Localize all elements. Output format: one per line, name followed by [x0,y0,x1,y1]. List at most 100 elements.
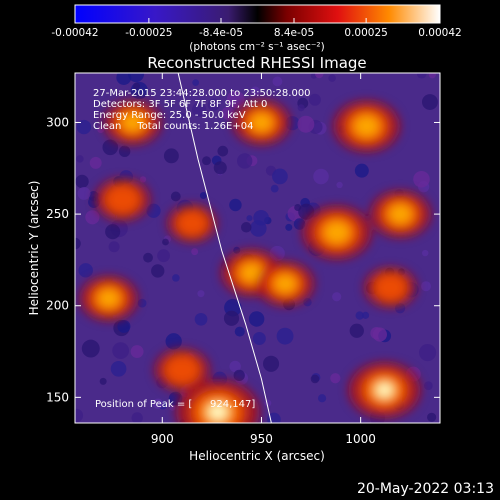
texture-speckle [191,248,199,256]
colorbar-tick-label: 0.00042 [418,27,461,39]
y-tick-label: 150 [46,390,69,404]
texture-speckle [162,238,169,246]
x-tick-label: 950 [250,432,273,446]
texture-speckle [108,241,120,253]
texture-speckle [99,377,107,385]
texture-speckle [422,249,429,257]
texture-speckle [127,73,145,83]
texture-speckle [297,115,315,133]
texture-speckle [146,203,161,218]
texture-speckle [315,73,324,79]
texture-speckle [361,311,370,319]
texture-speckle [194,312,208,326]
info-line-clean: Clean Total counts: 1.26E+04 [93,121,253,132]
colorbar: -0.00042 -0.00025 -8.4e-05 8.4e-05 0.00025 0.… [51,4,462,53]
texture-speckle [178,112,186,120]
emission-region-mid [164,355,200,385]
texture-speckle [272,76,283,87]
texture-speckle [112,342,130,360]
texture-speckle [130,345,144,359]
texture-speckle [233,369,245,382]
texture-speckle [131,412,143,423]
emission-region-mid [104,184,141,215]
texture-speckle [133,82,141,90]
texture-speckle [81,339,100,358]
peak-position-value: 924,147] [210,399,255,410]
emission-regions [79,100,431,423]
texture-speckle [248,311,265,327]
texture-speckle [89,156,102,169]
texture-speckle [85,210,100,225]
texture-speckle [143,252,153,263]
texture-speckle [328,74,336,82]
info-line-detectors: Detectors: 3F 5F 6F 7F 8F 9F, Att 0 [93,99,267,110]
emission-region-mid [176,210,209,237]
texture-speckle [217,145,229,157]
texture-speckle [202,156,211,166]
texture-speckle [76,119,92,135]
texture-speckle [221,106,235,120]
emission-region-core [274,274,297,294]
texture-speckle [77,186,91,200]
texture-speckle [191,102,207,117]
colorbar-tick-label: -8.4e-05 [199,27,243,39]
colorbar-tick-label: 0.00025 [344,27,387,39]
texture-speckle [272,168,288,185]
emission-region-core [323,221,351,244]
texture-speckle [317,394,327,403]
x-tick-label: 900 [151,432,174,446]
texture-speckle [152,398,164,409]
texture-speckle [253,209,269,226]
texture-speckle [110,360,127,377]
chart-title: Reconstructed RHESSI Image [147,54,366,72]
texture-speckle [197,290,205,298]
emission-region-core [388,204,412,224]
y-axis-label: Heliocentric Y (arcsec) [27,181,41,316]
texture-speckle [421,281,432,292]
texture-speckle [169,404,176,411]
texture-speckle [240,222,252,233]
texture-speckle [75,408,84,423]
colorbar-unit-label: (photons cm⁻² s⁻¹ asec⁻²) [189,41,324,53]
texture-speckle [226,90,245,109]
texture-speckle [165,333,182,350]
texture-speckle [355,311,364,320]
texture-speckle [223,310,240,326]
emission-region-peak [376,383,393,397]
texture-speckle [313,168,329,185]
info-line-time: 27-Mar-2015 23:44:28.000 to 23:50:28.000 [93,88,311,99]
y-tick-label: 300 [46,115,69,129]
y-tick-label: 200 [46,299,69,313]
texture-speckle [421,94,438,110]
colorbar-ticks: -0.00042 -0.00025 -8.4e-05 8.4e-05 0.00025 0.… [51,18,462,39]
texture-speckle [163,148,179,164]
emission-region-core [121,113,144,132]
date-stamp: 20-May-2022 03:13 [356,481,494,497]
texture-speckle [76,155,84,163]
texture-speckle [308,93,321,106]
texture-speckle [336,181,343,189]
texture-speckle [250,86,260,96]
plot-frame [74,72,441,424]
texture-speckle [139,176,147,183]
texture-speckle [116,73,132,85]
texture-speckle [297,104,305,112]
colorbar-tick-label: -0.00025 [125,27,172,39]
texture-speckle [105,224,121,240]
plot-area [75,73,440,423]
info-text: 27-Mar-2015 23:44:28.000 to 23:50:28.000… [93,88,311,410]
x-axis-ticks: 900 950 1000 [151,73,376,446]
info-line-energy: Energy Range: 25.0 - 50.0 keV [93,110,246,121]
texture-speckle [151,264,165,278]
texture-speckle [229,198,242,212]
colorbar-tick-label: -0.00042 [51,27,98,39]
texture-speckle [137,298,147,308]
texture-speckle [75,174,89,189]
texture-speckle [413,170,430,188]
texture-speckle [416,73,427,79]
texture-speckle [293,218,306,230]
texture-speckle [192,79,200,86]
texture-speckle [213,161,227,175]
texture-speckle [262,355,280,372]
